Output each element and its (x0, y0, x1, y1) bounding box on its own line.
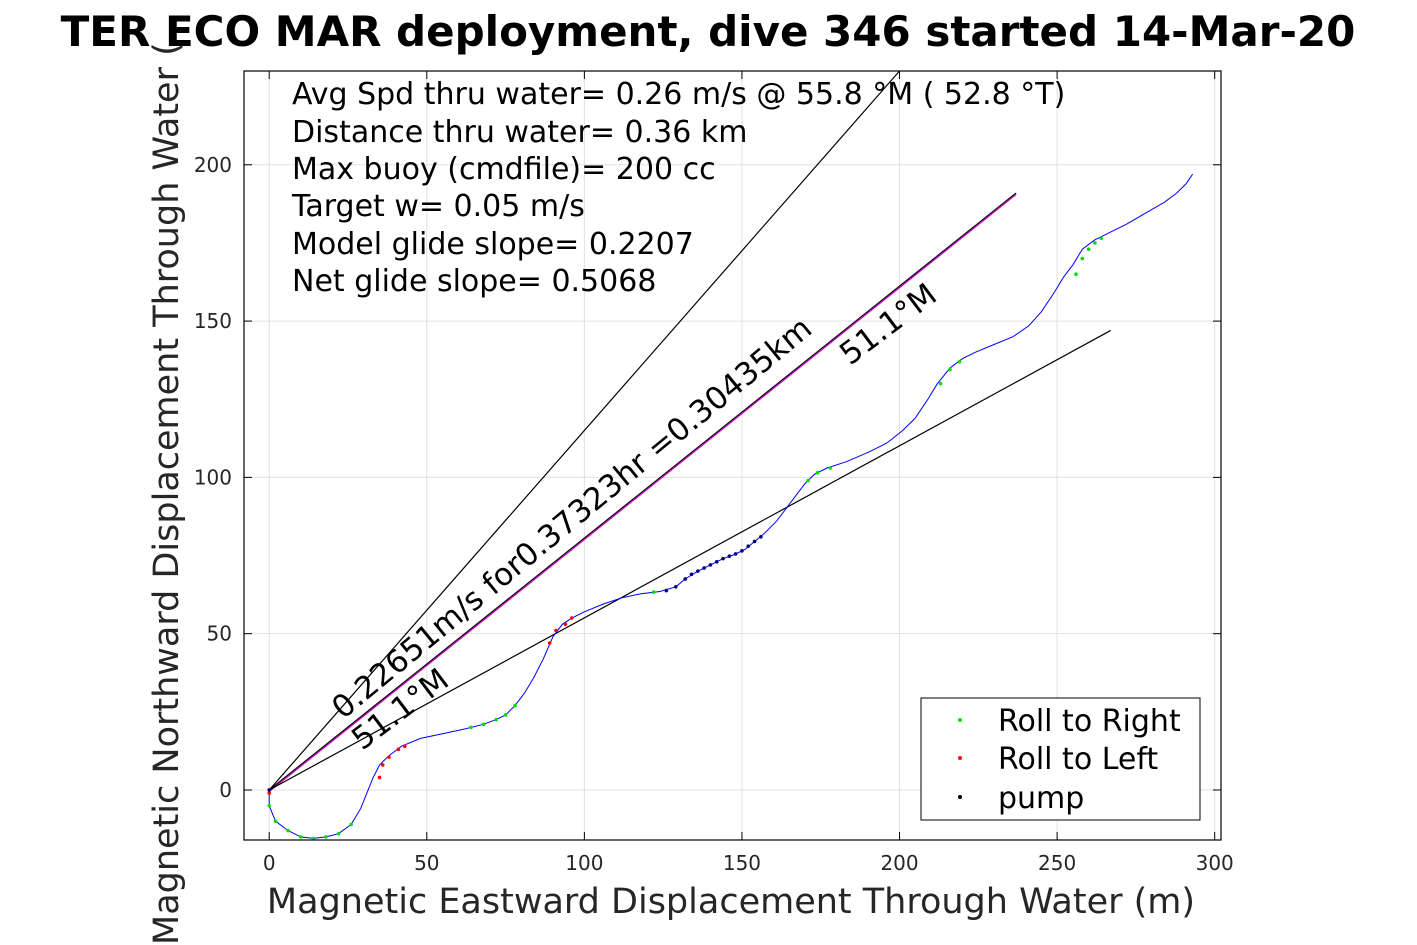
marker-pump (683, 577, 688, 581)
x-tick-label: 0 (263, 851, 276, 875)
marker-roll-to-left (380, 763, 385, 767)
marker-pump (733, 552, 738, 556)
reference-line-steep (268, 70, 900, 791)
reference-line-net (268, 192, 1017, 791)
y-tick-label: 200 (194, 153, 232, 177)
marker-pump (673, 584, 678, 589)
y-tick-label: 150 (194, 309, 232, 333)
marker-roll-to-right (957, 359, 962, 364)
marker-roll-to-right (513, 703, 517, 708)
marker-roll-to-right (828, 466, 832, 470)
marker-roll-to-right (324, 835, 328, 839)
legend-roll-left-marker (958, 756, 962, 760)
marker-roll-to-left (377, 775, 382, 780)
marker-roll-to-left (554, 628, 558, 633)
marker-pump (708, 563, 713, 567)
marker-roll-to-right (286, 828, 290, 833)
legend: Roll to Right Roll to Left pump (920, 697, 1201, 821)
y-tick-label: 50 (207, 622, 232, 646)
reference-line-shallow (268, 329, 1111, 791)
legend-roll-right-marker (958, 718, 962, 722)
marker-roll-to-right (311, 836, 316, 841)
x-tick-label: 50 (414, 851, 439, 875)
marker-pump (267, 788, 272, 792)
marker-roll-to-right (273, 819, 278, 824)
marker-roll-to-right (481, 722, 486, 727)
x-axis-label: Magnetic Eastward Displacement Through W… (267, 882, 1195, 922)
annotation-avg-speed: Avg Spd thru water= 0.26 m/s @ 55.8 °M (… (292, 77, 1065, 112)
marker-pump (759, 534, 763, 539)
markers (267, 236, 1104, 841)
x-tick-label: 100 (565, 851, 603, 875)
marker-roll-to-left (267, 791, 272, 795)
y-tick-label: 0 (219, 778, 232, 802)
marker-roll-to-right (806, 478, 810, 483)
marker-roll-to-right (267, 803, 272, 808)
x-tick-label: 300 (1196, 851, 1234, 875)
marker-roll-to-right (503, 713, 508, 717)
net-line-overlay (268, 193, 1017, 792)
marker-roll-to-right (349, 822, 353, 827)
marker-pump (689, 572, 694, 577)
marker-pump (664, 588, 669, 593)
x-tick-label: 200 (880, 851, 918, 875)
marker-roll-to-left (402, 744, 407, 749)
annotation-block: Avg Spd thru water= 0.26 m/s @ 55.8 °M (… (291, 77, 1065, 299)
x-tick-label: 250 (1038, 851, 1076, 875)
marker-pump (696, 569, 700, 573)
marker-roll-to-right (336, 831, 341, 836)
annotation-net-glide: Net glide slope= 0.5068 (292, 264, 656, 299)
annotation-distance: Distance thru water= 0.36 km (292, 115, 747, 150)
x-tick-label: 150 (723, 851, 761, 875)
marker-roll-to-right (651, 590, 656, 594)
marker-roll-to-right (1093, 241, 1097, 245)
marker-pump (727, 554, 732, 558)
marker-roll-to-right (1080, 256, 1085, 261)
marker-roll-to-left (396, 747, 401, 752)
reference-lines (268, 70, 1111, 792)
legend-roll-right-label: Roll to Right (998, 704, 1181, 739)
legend-pump-label: pump (998, 781, 1084, 816)
marker-pump (752, 539, 757, 544)
marker-pump (702, 566, 706, 570)
marker-roll-to-right (298, 835, 303, 839)
marker-pump (746, 544, 751, 548)
marker-roll-to-left (569, 616, 574, 620)
axes-box (243, 70, 1222, 841)
y-axis-label: Magnetic Northward Displacement Through … (147, 42, 187, 945)
y-tick-label: 100 (194, 465, 232, 489)
marker-roll-to-right (948, 367, 952, 372)
marker-pump (740, 549, 744, 553)
legend-pump-marker (958, 795, 962, 799)
marker-roll-to-left (547, 641, 552, 645)
annotation-max-buoy: Max buoy (cmdfile)= 200 cc (292, 152, 716, 187)
legend-roll-left-label: Roll to Left (998, 742, 1158, 777)
marker-pump (721, 556, 725, 561)
marker-roll-to-right (1086, 247, 1091, 251)
marker-roll-to-right (815, 470, 820, 475)
marker-roll-to-right (494, 717, 498, 722)
marker-roll-to-right (938, 381, 943, 386)
annotation-target-w: Target w= 0.05 m/s (291, 189, 585, 224)
marker-roll-to-left (563, 622, 568, 627)
chart-title: TER ECO MAR deployment, dive 346 started… (61, 7, 1356, 56)
marker-pump (714, 559, 719, 564)
legend-box (920, 697, 1201, 821)
marker-roll-to-right (1099, 236, 1104, 241)
marker-roll-to-right (1074, 272, 1078, 276)
marker-roll-to-left (387, 755, 391, 759)
marker-roll-to-right (469, 725, 473, 730)
annotation-model-glide: Model glide slope= 0.2207 (292, 227, 694, 262)
ticks: 0 50 100 150 200 250 300 0 50 100 150 200 (194, 71, 1234, 875)
